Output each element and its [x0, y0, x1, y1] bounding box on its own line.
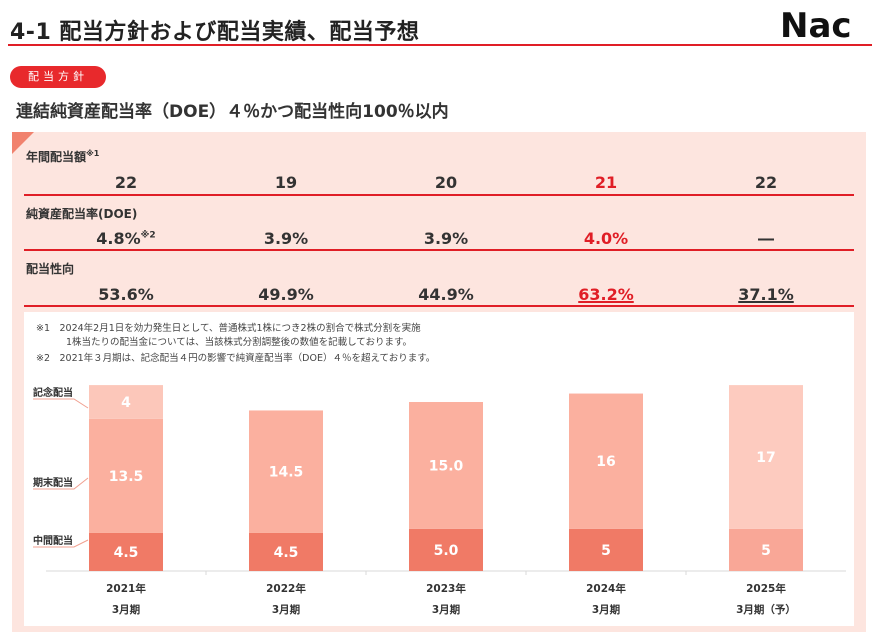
policy-tag: 配当方針 [10, 66, 106, 88]
interim-bar-segment [89, 532, 163, 571]
legend-leader-line [33, 398, 89, 409]
footnote-1-cont: 1株当たりの配当金については、当該株式分割調整後の数値を記載しております。 [66, 337, 413, 348]
bar-value-label: 4.5 [114, 545, 139, 561]
annual-dividend-value: 21 [594, 173, 618, 192]
policy-subtitle: 連結純資産配当率（DOE）４％かつ配当性向100％以内 [16, 102, 449, 122]
footnote-1: ※1 2024年2月1日を効力発生日として、普通株式1株につき2株の割合で株式分… [36, 323, 421, 334]
legend-leader-line [33, 477, 89, 490]
row-divider [24, 305, 854, 307]
bar-value-label: 13.5 [109, 469, 144, 485]
panel-corner-mark [12, 132, 34, 154]
legend-leader-line [33, 539, 89, 548]
x-label: 2025年 3月期（予） [736, 583, 796, 616]
bar-value-label: 4 [121, 395, 131, 411]
payout-value: 49.9% [258, 285, 314, 304]
annual-dividend-label: 年間配当額※1 [26, 149, 100, 164]
bar-value-label: 5 [761, 543, 771, 559]
year-end-bar-segment [569, 393, 643, 529]
payout-value: 37.1% [738, 285, 794, 304]
page-title: 4-1 配当方針および配当実績、配当予想 [10, 20, 420, 45]
logo-text: Nac [780, 6, 852, 42]
row-divider [24, 249, 854, 251]
payout-label: 配当性向 [26, 262, 75, 276]
year-end-bar-segment [729, 385, 803, 529]
interim-bar-segment [729, 528, 803, 571]
legend-commemorative: 記念配当 [33, 388, 73, 399]
payout-value: 53.6% [98, 285, 154, 304]
bar-value-label: 16 [596, 454, 615, 470]
company-logo: Nac [780, 6, 852, 42]
x-label: 2021年 3月期 [106, 583, 146, 616]
bar-value-label: 14.5 [269, 465, 304, 481]
bar-value-label: 15.0 [429, 458, 464, 474]
bar-value-label: 5 [601, 543, 611, 559]
annual-dividend-value: 20 [434, 173, 458, 192]
bar-value-label: 17 [756, 450, 775, 466]
annual-dividend-value: 22 [114, 173, 138, 192]
row-divider [24, 194, 854, 196]
bar-value-label: 4.5 [274, 545, 299, 561]
annual-dividend-value: 19 [274, 173, 298, 192]
year-end-bar-segment [409, 402, 483, 529]
interim-bar-segment [409, 528, 483, 571]
legend-year-end: 期末配当 [33, 478, 73, 489]
interim-bar-segment [569, 528, 643, 571]
payout-value: 44.9% [418, 285, 474, 304]
doe-value: 3.9% [423, 229, 469, 248]
commemorative-bar-segment [89, 385, 163, 419]
year-end-bar-segment [89, 418, 163, 533]
interim-bar-segment [249, 532, 323, 571]
bar-value-label: 5.0 [434, 543, 459, 559]
footnote-2: ※2 2021年３月期は、記念配当４円の影響で純資産配当率（DOE）４％を超えて… [36, 353, 436, 364]
doe-value: 4.8%※2 [96, 229, 156, 248]
x-label: 2023年 3月期 [426, 583, 466, 616]
annual-dividend-value: 22 [754, 173, 778, 192]
doe-value: ― [758, 229, 774, 248]
year-end-bar-segment [249, 410, 323, 533]
x-label: 2022年 3月期 [266, 583, 306, 616]
payout-value: 63.2% [578, 285, 634, 304]
title-underline [8, 44, 872, 46]
doe-value: 3.9% [263, 229, 309, 248]
doe-value: 4.0% [583, 229, 629, 248]
legend-interim: 中間配当 [33, 536, 73, 547]
x-label: 2024年 3月期 [586, 583, 626, 616]
doe-label: 純資産配当率(DOE) [26, 207, 138, 221]
